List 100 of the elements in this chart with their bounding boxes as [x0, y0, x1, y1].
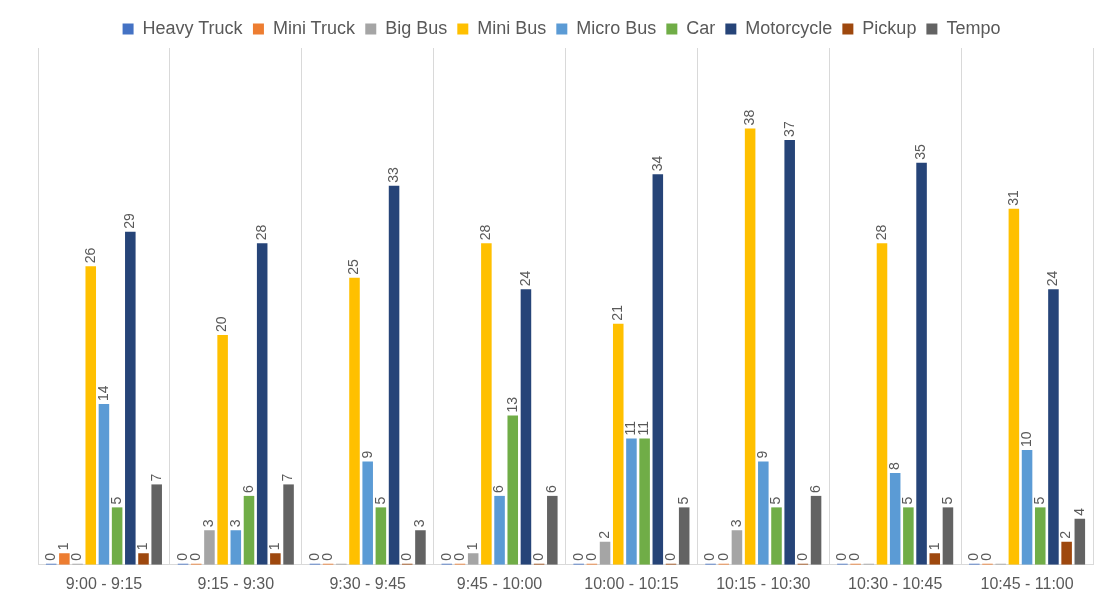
data-label: 4 — [1070, 507, 1087, 516]
legend-label: Car — [686, 17, 716, 38]
bar — [639, 438, 650, 565]
data-label: 0 — [398, 552, 415, 561]
data-label: 3 — [226, 519, 243, 528]
data-label: 5 — [938, 496, 955, 505]
bar — [415, 530, 426, 565]
bar — [481, 243, 492, 565]
bar — [138, 553, 149, 565]
bar — [599, 541, 611, 565]
bar — [889, 472, 901, 565]
legend-label: Tempo — [946, 17, 1001, 38]
data-label: 5 — [371, 496, 388, 505]
data-label: 3 — [200, 519, 217, 528]
bar — [731, 530, 743, 565]
data-label: 5 — [107, 496, 124, 505]
bar — [903, 507, 914, 565]
data-label: 26 — [81, 247, 98, 264]
x-tick-label: 10:45 - 11:00 — [980, 574, 1074, 592]
bar — [810, 495, 822, 565]
bar — [388, 185, 400, 565]
bar — [612, 323, 624, 565]
data-label: 2 — [595, 530, 612, 539]
bar — [375, 507, 387, 565]
data-label: 1 — [134, 542, 151, 551]
bar — [151, 484, 162, 565]
data-label: 25 — [345, 258, 362, 275]
bar — [283, 484, 294, 565]
bar — [652, 174, 664, 565]
bar — [547, 495, 558, 565]
data-label: 35 — [912, 144, 929, 160]
data-label: 1 — [925, 542, 942, 551]
bar — [771, 507, 782, 565]
data-label: 20 — [213, 316, 230, 333]
data-label: 13 — [503, 396, 520, 413]
x-tick-label: 9:15 - 9:30 — [197, 574, 275, 592]
data-label: 14 — [94, 385, 111, 402]
bar — [520, 289, 532, 565]
data-label: 24 — [516, 270, 533, 287]
data-label: 8 — [886, 461, 903, 470]
data-label: 2 — [1057, 530, 1074, 539]
bar — [758, 461, 769, 565]
bar — [270, 553, 281, 565]
data-label: 5 — [767, 496, 784, 505]
legend-label: Micro Bus — [576, 17, 657, 38]
bar — [916, 162, 927, 565]
bar — [1034, 507, 1046, 565]
bar — [467, 553, 479, 565]
legend-label: Heavy Truck — [142, 17, 244, 38]
x-tick-label: 9:30 - 9:45 — [329, 574, 407, 592]
data-label: 33 — [384, 167, 401, 183]
bar — [876, 243, 888, 565]
bar — [217, 335, 228, 565]
data-label: 28 — [477, 224, 494, 241]
data-label: 5 — [899, 496, 916, 505]
bar — [243, 495, 255, 565]
data-label: 1 — [55, 542, 72, 551]
data-label: 38 — [740, 109, 757, 126]
legend-label: Mini Truck — [272, 17, 356, 38]
bar — [1021, 449, 1033, 565]
data-label: 28 — [872, 224, 889, 241]
data-label: 9 — [358, 450, 375, 459]
bar — [507, 415, 519, 565]
x-tick-label: 9:00 - 9:15 — [65, 574, 143, 592]
data-label: 1 — [266, 542, 283, 551]
bar — [494, 495, 505, 565]
bar — [98, 404, 110, 565]
bar — [111, 507, 123, 565]
bar — [784, 139, 795, 565]
data-label: 0 — [42, 552, 59, 561]
data-label: 3 — [727, 519, 744, 528]
bar — [256, 243, 268, 565]
bar — [1048, 289, 1059, 565]
data-label: 5 — [1031, 496, 1048, 505]
legend-label: Pickup — [862, 17, 917, 38]
data-label: 6 — [239, 484, 256, 493]
data-label: 1 — [464, 542, 481, 551]
bar — [1061, 541, 1072, 565]
data-label: 5 — [675, 496, 692, 505]
data-label: 0 — [529, 552, 546, 561]
data-label: 0 — [173, 552, 190, 561]
legend-label: Motorcycle — [745, 17, 833, 38]
data-label: 37 — [780, 121, 797, 137]
bar — [678, 507, 690, 565]
data-label: 9 — [754, 450, 771, 459]
x-tick-label: 10:30 - 10:45 — [848, 574, 943, 592]
data-label: 7 — [147, 473, 164, 482]
bar — [59, 553, 70, 565]
bar — [230, 530, 242, 565]
data-label: 21 — [609, 304, 626, 321]
data-label: 24 — [1044, 270, 1061, 287]
data-label: 0 — [68, 552, 85, 561]
bar — [204, 530, 215, 565]
data-label: 0 — [793, 552, 810, 561]
data-label: 7 — [279, 473, 296, 482]
x-tick-label: 10:00 - 10:15 — [584, 574, 679, 592]
data-label: 6 — [490, 484, 507, 493]
bar — [929, 553, 941, 565]
data-label: 0 — [661, 552, 678, 561]
data-label: 0 — [187, 552, 204, 561]
